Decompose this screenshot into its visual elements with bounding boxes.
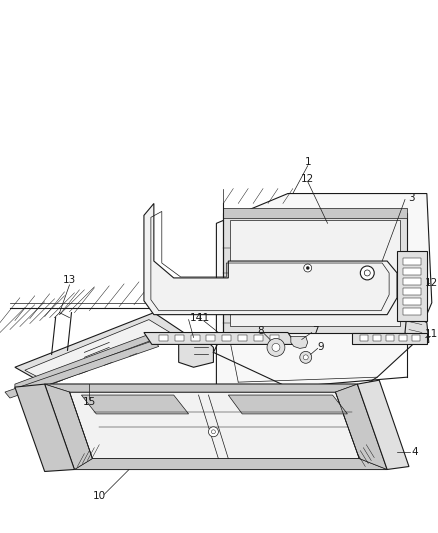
Polygon shape — [403, 288, 421, 295]
Polygon shape — [228, 395, 347, 414]
Text: 12: 12 — [301, 174, 314, 184]
Text: 8: 8 — [257, 326, 263, 336]
Polygon shape — [144, 204, 397, 314]
Polygon shape — [206, 335, 215, 342]
Polygon shape — [5, 341, 159, 398]
Polygon shape — [15, 333, 154, 391]
Polygon shape — [405, 313, 429, 344]
Polygon shape — [25, 320, 177, 384]
Polygon shape — [175, 335, 184, 342]
Polygon shape — [412, 335, 420, 342]
Polygon shape — [291, 336, 308, 349]
Circle shape — [300, 351, 312, 364]
Text: 4: 4 — [412, 447, 418, 457]
Polygon shape — [336, 384, 387, 470]
Circle shape — [267, 338, 285, 357]
Polygon shape — [397, 251, 427, 320]
Text: 13: 13 — [63, 275, 76, 285]
Polygon shape — [15, 313, 184, 384]
Polygon shape — [45, 384, 92, 470]
Polygon shape — [45, 384, 357, 392]
Polygon shape — [144, 333, 296, 344]
Text: 3: 3 — [409, 192, 415, 203]
Polygon shape — [223, 208, 407, 219]
Circle shape — [272, 343, 280, 351]
Text: 14: 14 — [190, 313, 203, 322]
Polygon shape — [254, 335, 263, 342]
Polygon shape — [159, 335, 168, 342]
Polygon shape — [45, 384, 387, 470]
Polygon shape — [230, 220, 400, 326]
Polygon shape — [353, 333, 427, 344]
Polygon shape — [373, 335, 381, 342]
Polygon shape — [403, 298, 421, 305]
Text: 10: 10 — [93, 491, 106, 502]
Polygon shape — [270, 335, 279, 342]
Polygon shape — [223, 213, 407, 333]
Polygon shape — [403, 268, 421, 275]
Polygon shape — [386, 335, 394, 342]
Polygon shape — [191, 335, 200, 342]
Polygon shape — [15, 384, 74, 472]
Polygon shape — [403, 278, 421, 285]
Circle shape — [360, 266, 374, 280]
Text: 1: 1 — [304, 157, 311, 167]
Polygon shape — [74, 458, 387, 470]
Text: 7: 7 — [312, 326, 319, 336]
Text: 15: 15 — [83, 397, 96, 407]
Circle shape — [208, 427, 219, 437]
Circle shape — [306, 266, 309, 270]
Polygon shape — [399, 335, 407, 342]
Text: 11: 11 — [425, 329, 438, 340]
Polygon shape — [360, 335, 368, 342]
Polygon shape — [70, 392, 359, 458]
Polygon shape — [357, 380, 409, 470]
Text: 11: 11 — [197, 313, 210, 322]
Text: 9: 9 — [317, 342, 324, 352]
Polygon shape — [216, 193, 432, 402]
Polygon shape — [238, 335, 247, 342]
Polygon shape — [403, 308, 421, 314]
Text: 12: 12 — [425, 278, 438, 288]
Polygon shape — [403, 258, 421, 265]
Polygon shape — [223, 335, 231, 342]
Polygon shape — [179, 337, 213, 367]
Polygon shape — [81, 395, 189, 414]
Circle shape — [303, 355, 308, 360]
Circle shape — [304, 264, 312, 272]
